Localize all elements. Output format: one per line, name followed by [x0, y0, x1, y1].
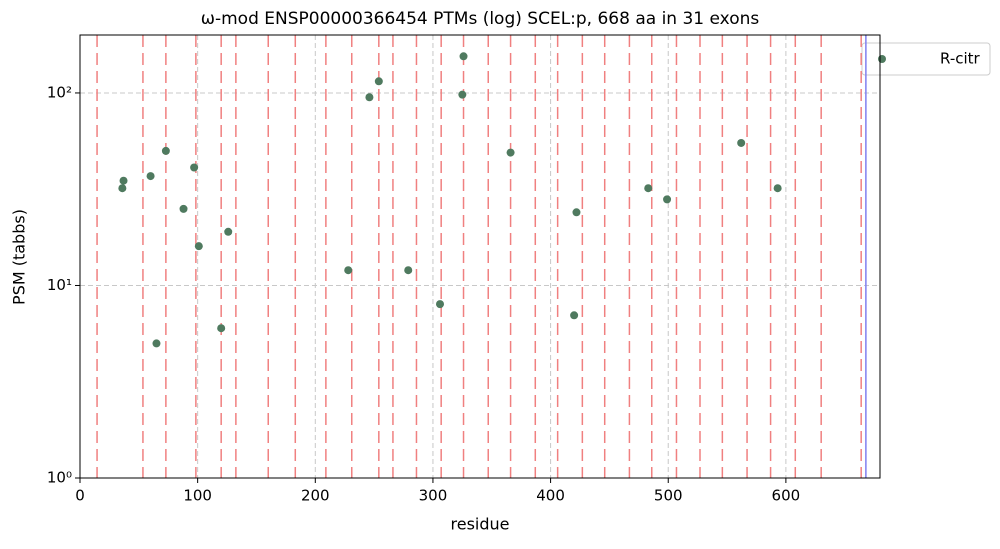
chart-title: ω-mod ENSP00000366454 PTMs (log) SCEL:p,… — [201, 9, 760, 29]
legend-label: R-citr — [940, 50, 981, 68]
data-point — [572, 208, 581, 217]
y-tick-label: 10¹ — [47, 276, 72, 294]
y-tick-label: 10⁰ — [47, 469, 72, 487]
data-point — [737, 138, 746, 147]
x-tick-label: 600 — [772, 487, 801, 505]
x-tick-label: 300 — [419, 487, 448, 505]
legend-box — [861, 42, 991, 76]
data-point — [344, 266, 353, 275]
legend-marker — [878, 55, 886, 63]
data-point — [436, 300, 444, 309]
data-point — [506, 148, 515, 157]
data-point — [194, 242, 203, 251]
data-point — [365, 93, 374, 102]
y-axis-label: PSM (tabbs) — [10, 209, 29, 305]
data-point — [458, 90, 467, 99]
data-point — [570, 311, 579, 320]
x-tick-label: 400 — [536, 487, 565, 505]
data-point — [644, 184, 653, 193]
data-point — [152, 339, 161, 348]
data-point — [190, 163, 199, 172]
y-tick-label: 10² — [47, 83, 72, 101]
data-point — [404, 266, 413, 275]
x-tick-label: 500 — [654, 487, 683, 505]
data-point — [118, 184, 127, 193]
x-tick-label: 100 — [183, 487, 212, 505]
x-tick-label: 200 — [301, 487, 330, 505]
plot-frame — [79, 34, 881, 479]
data-point — [119, 176, 128, 185]
data-point — [773, 184, 782, 193]
data-point — [146, 172, 155, 181]
data-point — [217, 324, 226, 333]
x-tick-label: 0 — [75, 487, 85, 505]
data-point — [459, 52, 468, 61]
data-point — [374, 77, 383, 86]
data-point — [161, 146, 170, 155]
data-point — [663, 195, 672, 204]
data-point — [179, 204, 188, 213]
x-axis-label: residue — [451, 515, 510, 534]
data-point — [224, 227, 233, 236]
